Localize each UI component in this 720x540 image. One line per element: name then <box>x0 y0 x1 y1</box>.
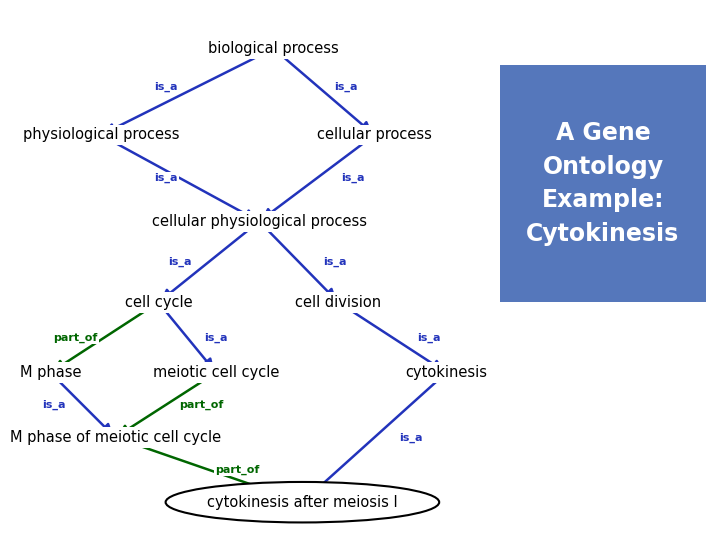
Text: is_a: is_a <box>323 256 346 267</box>
Text: is_a: is_a <box>399 432 422 443</box>
Text: biological process: biological process <box>208 41 339 56</box>
Ellipse shape <box>166 482 439 523</box>
Text: cytokinesis: cytokinesis <box>405 365 487 380</box>
Text: meiotic cell cycle: meiotic cell cycle <box>153 365 279 380</box>
Text: is_a: is_a <box>334 81 357 92</box>
Text: part_of: part_of <box>179 400 224 410</box>
Text: M phase: M phase <box>19 365 81 380</box>
Text: is_a: is_a <box>204 332 228 343</box>
Text: cell cycle: cell cycle <box>125 295 192 310</box>
Text: is_a: is_a <box>154 81 177 92</box>
Text: is_a: is_a <box>341 173 364 184</box>
Text: is_a: is_a <box>417 332 440 343</box>
Text: A Gene
Ontology
Example:
Cytokinesis: A Gene Ontology Example: Cytokinesis <box>526 122 680 246</box>
Text: cell division: cell division <box>295 295 382 310</box>
Text: physiological process: physiological process <box>22 127 179 143</box>
Text: is_a: is_a <box>42 400 66 410</box>
FancyBboxPatch shape <box>500 65 706 302</box>
Text: cytokinesis after meiosis I: cytokinesis after meiosis I <box>207 495 397 510</box>
Text: M phase of meiotic cell cycle: M phase of meiotic cell cycle <box>9 430 221 445</box>
Text: part_of: part_of <box>215 464 260 475</box>
Text: cellular process: cellular process <box>317 127 432 143</box>
Text: cellular physiological process: cellular physiological process <box>152 214 366 229</box>
Text: is_a: is_a <box>168 256 192 267</box>
Text: is_a: is_a <box>154 173 177 184</box>
Text: part_of: part_of <box>53 332 98 343</box>
